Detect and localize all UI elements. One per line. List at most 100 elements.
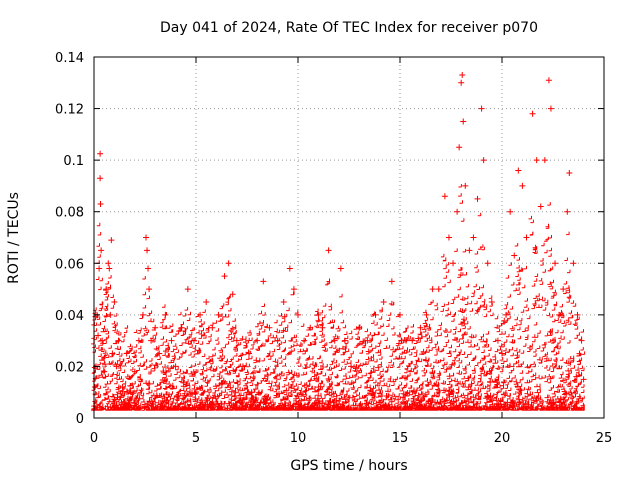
data-point (103, 286, 110, 293)
data-point (92, 384, 99, 391)
data-point (127, 389, 134, 396)
data-point (519, 182, 526, 189)
data-point (143, 234, 150, 241)
data-point (488, 298, 495, 305)
data-point (356, 324, 363, 331)
x-tick-label: 5 (192, 431, 200, 446)
data-point (341, 337, 348, 344)
data-point (190, 337, 197, 344)
data-point (409, 337, 416, 344)
x-tick-label: 0 (90, 431, 98, 446)
data-point (462, 182, 469, 189)
dense-measurement-cloud (91, 184, 586, 411)
data-point (547, 105, 554, 112)
data-point (221, 273, 228, 280)
roti-cloud-markers (91, 184, 586, 411)
data-point (503, 311, 510, 318)
data-point (474, 195, 481, 202)
data-point (209, 324, 216, 331)
data-point (470, 234, 477, 241)
y-axis-title: ROTI / TECUs (6, 192, 22, 284)
data-point (97, 200, 104, 207)
data-point (325, 247, 332, 254)
data-point (95, 332, 102, 339)
x-tick-label: 15 (392, 431, 409, 446)
data-point (99, 337, 106, 344)
data-point (156, 350, 163, 357)
data-point (494, 337, 501, 344)
data-point (403, 337, 410, 344)
data-point (111, 298, 118, 305)
data-point (123, 350, 130, 357)
data-point (246, 350, 253, 357)
data-point (319, 324, 326, 331)
data-point (331, 337, 338, 344)
data-point (441, 193, 448, 200)
data-point (450, 260, 457, 267)
y-tick-label: 0 (76, 412, 84, 427)
data-point (307, 324, 314, 331)
data-point (560, 286, 567, 293)
data-point (266, 324, 273, 331)
data-point (459, 72, 466, 79)
data-point (466, 247, 473, 254)
data-point (580, 376, 587, 383)
data-point (197, 311, 204, 318)
data-point (203, 298, 210, 305)
y-tick-label: 0.06 (55, 257, 84, 272)
data-point (109, 350, 116, 357)
data-point (184, 286, 191, 293)
data-point (131, 368, 138, 375)
data-point (144, 247, 151, 254)
data-point (445, 234, 452, 241)
data-point (552, 260, 559, 267)
data-point (97, 175, 104, 182)
y-tick-label: 0.14 (55, 51, 84, 66)
data-point (423, 311, 430, 318)
data-points (92, 72, 587, 396)
data-point (145, 265, 152, 272)
data-point (152, 324, 159, 331)
x-axis-title: GPS time / hours (290, 458, 407, 474)
data-point (529, 110, 536, 117)
data-point (172, 363, 179, 370)
data-point (239, 363, 246, 370)
data-point (105, 260, 112, 267)
data-point (348, 363, 355, 370)
y-tick-label: 0.12 (55, 103, 84, 118)
y-tick-label: 0.02 (55, 360, 84, 375)
data-point (290, 286, 297, 293)
data-point (380, 298, 387, 305)
data-point (162, 311, 169, 318)
data-point (458, 79, 465, 86)
plot-frame (93, 56, 605, 419)
axis-ticks: 0 5 10 15 20 25 0 0.02 0.04 0.06 0.08 0.1 0.12 0.14 (55, 51, 612, 446)
data-point (96, 265, 103, 272)
data-point (556, 311, 563, 318)
data-point (372, 311, 379, 318)
data-point (523, 234, 530, 241)
y-tick-label: 0.08 (55, 206, 84, 221)
data-point (533, 157, 540, 164)
data-point (511, 252, 518, 259)
data-point (106, 265, 113, 272)
data-point (545, 77, 552, 84)
data-point (566, 170, 573, 177)
x-tick-label: 10 (290, 431, 307, 446)
data-point (115, 337, 122, 344)
data-point (101, 368, 108, 375)
data-point (429, 286, 436, 293)
data-point (570, 260, 577, 267)
data-point (460, 118, 467, 125)
data-point (315, 311, 322, 318)
data-point (274, 337, 281, 344)
data-point (388, 278, 395, 285)
data-point (574, 311, 581, 318)
data-point (168, 337, 175, 344)
y-tick-label: 0.04 (55, 309, 84, 324)
data-point (286, 265, 293, 272)
data-point (507, 208, 514, 215)
data-point (578, 337, 585, 344)
data-point (215, 311, 222, 318)
data-point (478, 105, 485, 112)
